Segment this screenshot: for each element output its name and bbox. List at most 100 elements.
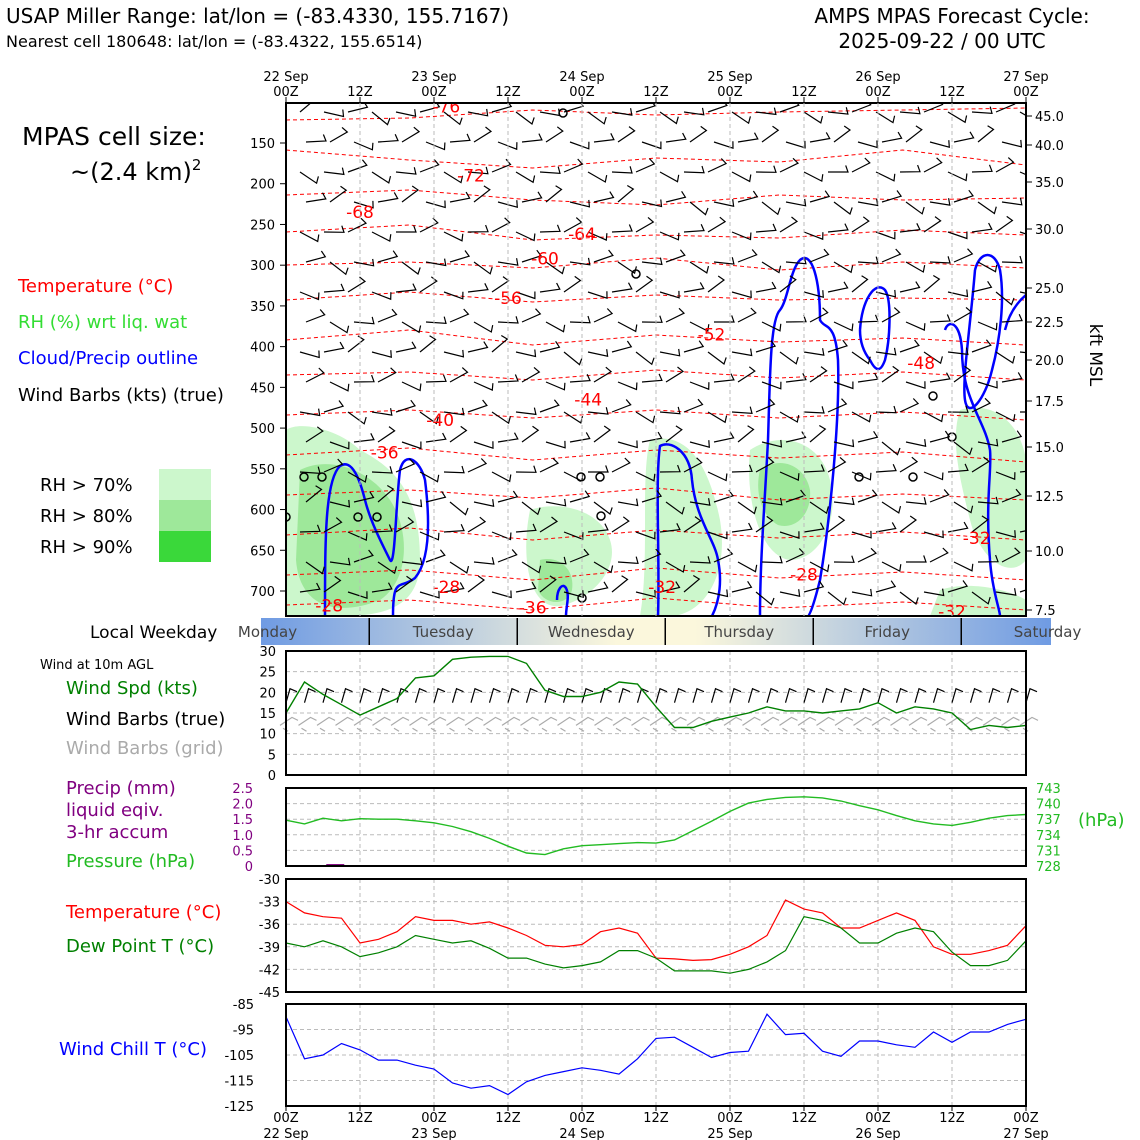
kft-tick-label: 22.5 <box>1035 316 1064 331</box>
precip-ytick: 0 <box>245 860 253 875</box>
wind-barb-cross <box>875 580 897 593</box>
wind-barb-true <box>858 687 871 703</box>
wind-barb-cross <box>761 125 780 143</box>
wind-barb-cross <box>659 523 681 533</box>
wind-barb-cross <box>371 408 393 416</box>
wind-barb-cross <box>347 411 367 425</box>
wind-barb-cross <box>635 103 656 113</box>
wind-barb-cross <box>827 339 848 353</box>
wind-barb-cross <box>305 367 325 383</box>
calm-wind-marker <box>928 391 938 401</box>
wind-barb-cross <box>857 256 879 265</box>
wind-barb-cross <box>953 561 974 572</box>
temperature-ytick: -39 <box>259 941 280 956</box>
wind-barb-cross <box>971 515 989 533</box>
temperature-ytick: -36 <box>259 918 280 933</box>
bottom-tick-hour: 00Z <box>569 1111 595 1126</box>
wind-barb-cross <box>497 258 519 266</box>
wind-spd-label: Wind Spd (kts) <box>66 678 198 699</box>
wind-barb-cross <box>881 561 902 573</box>
wind-barb-grid <box>353 716 373 732</box>
wind-barb-cross <box>371 466 393 474</box>
wind-barb-cross <box>401 441 422 450</box>
wind-barb-cross <box>761 439 783 448</box>
wind-barb-cross <box>659 111 679 125</box>
wind-barb-true <box>895 687 908 703</box>
weekday-gradient <box>261 618 1051 645</box>
rh-swatch-2 <box>159 531 211 562</box>
wind-barb-grid <box>316 716 336 732</box>
wind-barb-cross <box>923 411 944 423</box>
wind-barb-cross <box>713 141 734 150</box>
wind-barb-cross <box>419 276 438 293</box>
calm-wind-marker <box>353 512 363 522</box>
wind-barb-cross <box>323 283 345 293</box>
temperature-label-15: -28 <box>315 597 343 617</box>
precip-label-3: 3-hr accum <box>66 822 168 843</box>
wind-barb-cross <box>617 126 636 143</box>
wind-barb-cross <box>305 134 327 143</box>
wind-barb-cross <box>395 167 417 175</box>
wind-panel-frame <box>285 650 1027 776</box>
wind-barb-cross <box>1019 589 1026 593</box>
cloud-outline-5 <box>963 253 1004 410</box>
top-tick-hour: 00Z <box>865 85 891 100</box>
wind-barb-cross <box>905 125 923 143</box>
wind-barb-cross <box>377 484 395 503</box>
wind-barb-cross <box>635 275 654 293</box>
wind-barb-cross <box>587 231 608 241</box>
calm-wind-marker <box>286 512 291 522</box>
wind-barb-cross <box>809 132 831 143</box>
wind-barb-cross <box>347 591 368 600</box>
wind-barb-cross <box>827 107 849 115</box>
wind-barb-cross <box>929 547 949 563</box>
kft-tick-label: 35.0 <box>1035 176 1064 191</box>
temperature-label-4: -60 <box>531 250 559 270</box>
weekday-label: Monday <box>238 623 297 641</box>
wind-barb-cross <box>443 349 465 358</box>
windchill-ytick: -95 <box>233 1024 254 1039</box>
calm-wind-marker <box>558 108 568 118</box>
pressure-ytick: 740 <box>1036 798 1061 813</box>
wind-barb-cross <box>425 200 446 209</box>
wind-barb-cross <box>761 261 782 274</box>
wind-barb-cross <box>923 588 945 597</box>
wind-10m-title: Wind at 10m AGL <box>40 658 154 673</box>
wind-barb-cross <box>521 133 543 143</box>
wind-barb-cross <box>329 261 349 276</box>
wind-barb-cross <box>929 140 950 148</box>
wind-barb-cross <box>827 591 847 606</box>
weekday-label: Saturday <box>1014 623 1082 641</box>
wind-barb-cross <box>659 290 680 299</box>
wind-barb-grid <box>538 716 558 732</box>
wind-barb-cross <box>659 581 681 593</box>
wind-barb-grid <box>890 716 909 732</box>
wind-barb-cross <box>425 374 447 383</box>
top-tick-date: 24 Sep <box>559 70 604 85</box>
wind-barb-cross <box>899 281 921 293</box>
temperature-label-7: -48 <box>907 354 935 374</box>
wind-barb-cross <box>971 591 991 605</box>
wind-barb-cross <box>779 471 800 481</box>
calm-wind-marker <box>317 472 327 482</box>
wind-barb-cross <box>569 141 590 150</box>
wind-barb-cross <box>737 501 757 515</box>
wind-barb-cross <box>587 349 609 357</box>
wind-barb-cross <box>851 530 872 539</box>
wind-barb-cross <box>419 471 440 483</box>
wind-barb-cross <box>443 407 465 416</box>
wind-barb-grid <box>446 716 465 732</box>
wind-barb-cross <box>827 456 847 473</box>
wind-barb-cross <box>401 557 423 566</box>
wind-barb-cross <box>731 111 751 125</box>
wind-barb-cross <box>329 126 349 143</box>
wind-barb-true <box>1006 687 1019 703</box>
wind-barb-cross <box>371 231 392 243</box>
wind-barb-cross <box>299 524 321 533</box>
wind-barb-cross <box>515 407 537 416</box>
wind-barb-cross <box>1001 430 1023 443</box>
wind-barb-true <box>692 687 705 703</box>
wind-barb-cross <box>377 250 399 263</box>
temperature-label-2: -68 <box>346 203 374 223</box>
legend-cloud: Cloud/Precip outline <box>18 348 198 369</box>
